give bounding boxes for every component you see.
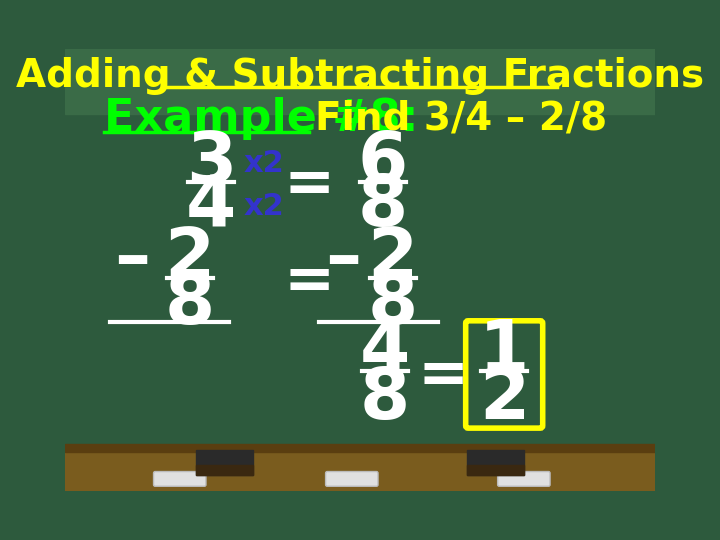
Text: =: =	[284, 253, 335, 312]
Text: x2: x2	[243, 192, 284, 221]
Bar	[65, 446, 655, 491]
Text: Find 3/4 – 2/8: Find 3/4 – 2/8	[315, 99, 607, 138]
Text: 2: 2	[164, 225, 215, 294]
Text: 6: 6	[358, 129, 408, 198]
Text: 8: 8	[164, 270, 215, 339]
Text: 3: 3	[186, 129, 236, 198]
Bar	[196, 465, 253, 475]
Text: Adding & Subtracting Fractions: Adding & Subtracting Fractions	[16, 57, 704, 95]
Text: 4: 4	[186, 172, 236, 241]
FancyBboxPatch shape	[153, 471, 206, 487]
Text: 2: 2	[479, 365, 529, 434]
Text: =: =	[284, 156, 335, 215]
FancyBboxPatch shape	[325, 471, 378, 487]
Bar	[65, 49, 655, 114]
Text: x2: x2	[243, 149, 284, 178]
Text: 2: 2	[368, 225, 418, 294]
Bar	[65, 444, 655, 452]
Text: 4: 4	[359, 318, 410, 387]
Text: 8: 8	[358, 172, 408, 241]
Bar	[467, 465, 524, 475]
Text: Example #8:: Example #8:	[104, 97, 419, 140]
Bar	[196, 450, 253, 475]
Text: 1: 1	[479, 318, 529, 387]
FancyBboxPatch shape	[466, 321, 543, 428]
FancyBboxPatch shape	[498, 471, 550, 487]
Text: =: =	[418, 347, 469, 406]
Text: –: –	[114, 225, 150, 294]
Text: –: –	[325, 225, 361, 294]
Bar	[467, 450, 524, 475]
Text: 8: 8	[359, 365, 410, 434]
Text: 8: 8	[368, 270, 418, 339]
